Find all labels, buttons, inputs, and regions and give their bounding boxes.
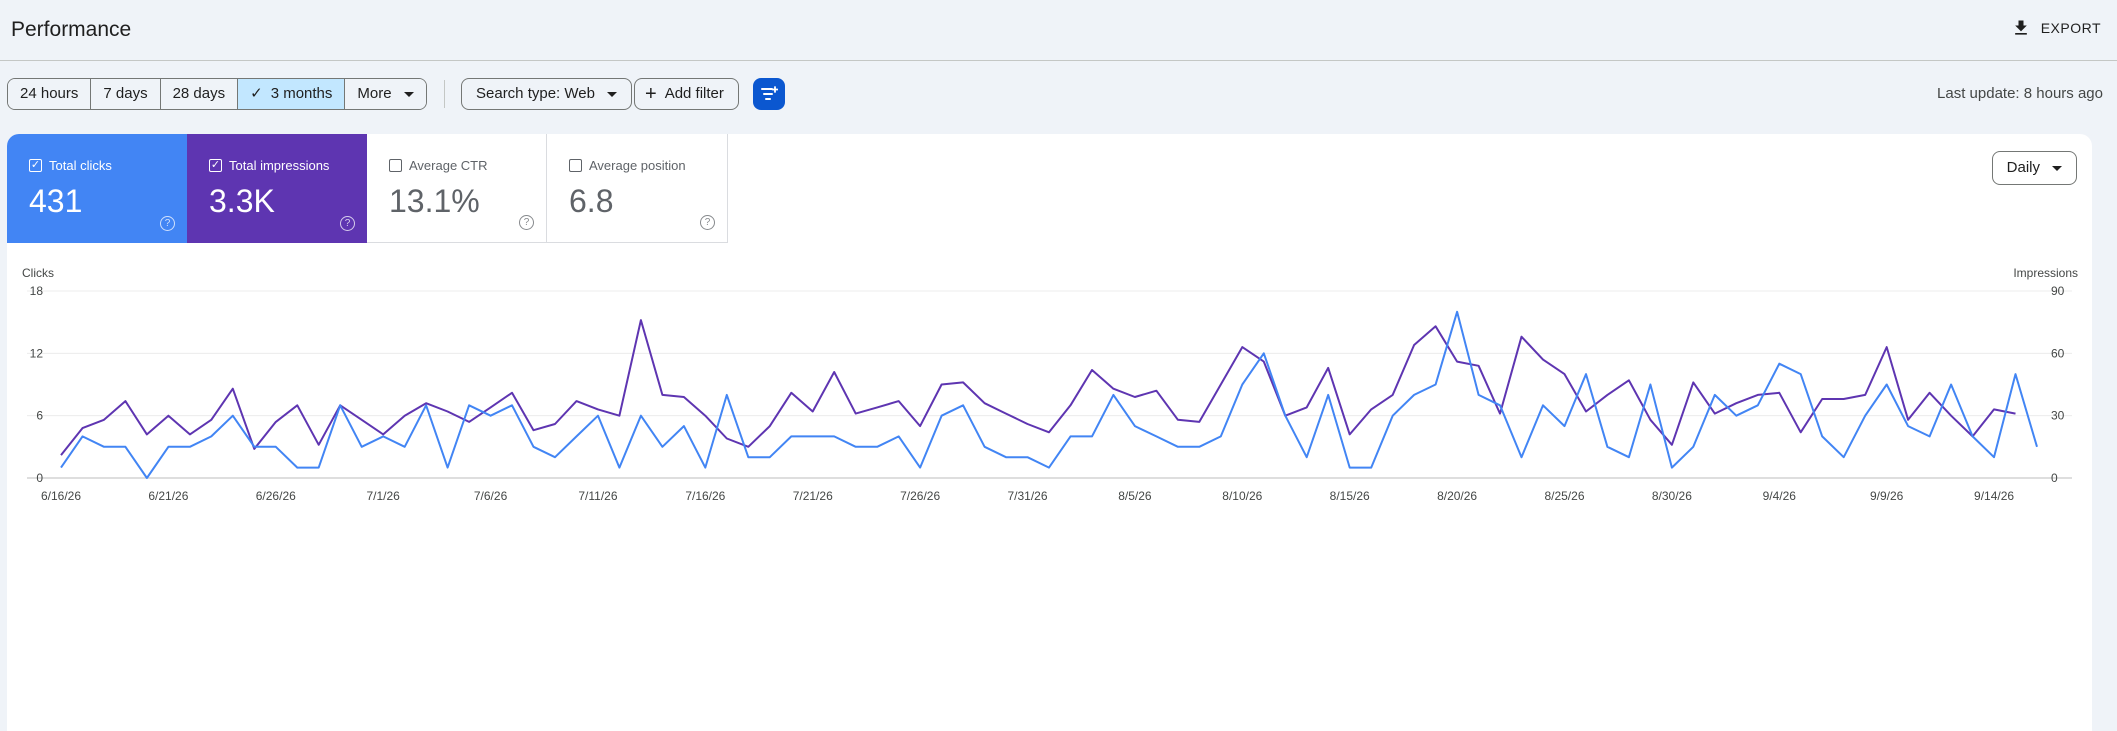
dropdown-arrow-icon xyxy=(403,91,414,97)
filter-list-icon xyxy=(761,86,778,100)
top-bar: Performance EXPORT xyxy=(0,0,2117,61)
checkbox-checked-icon[interactable]: ✓ xyxy=(209,159,222,172)
right-axis-title: Impressions xyxy=(2013,266,2078,280)
metric-average-position[interactable]: Average position 6.8 ? xyxy=(547,134,728,243)
x-axis-tick-label: 6/16/26 xyxy=(41,489,81,503)
metric-value: 3.3K xyxy=(209,183,275,219)
dropdown-arrow-icon xyxy=(2052,165,2062,171)
x-axis-tick-label: 7/21/26 xyxy=(793,489,833,503)
range-24-hours[interactable]: 24 hours xyxy=(8,79,92,109)
performance-card: ✓ Total clicks 431 ? ✓ Total impressions 3… xyxy=(7,134,2092,731)
check-icon: ✓ xyxy=(250,85,263,102)
series-line-clicks[interactable] xyxy=(60,310,2038,479)
granularity-dropdown[interactable]: Daily xyxy=(1991,151,2077,185)
metric-label: Average CTR xyxy=(409,158,488,173)
granularity-label: Daily xyxy=(2006,159,2040,176)
x-axis-tick-label: 8/30/26 xyxy=(1652,489,1692,503)
x-axis-tick-label: 6/21/26 xyxy=(148,489,188,503)
right-axis-tick-label: 30 xyxy=(2051,409,2065,423)
x-axis-tick-label: 7/6/26 xyxy=(474,489,508,503)
x-axis-tick-label: 9/9/26 xyxy=(1870,489,1904,503)
left-axis-tick-label: 6 xyxy=(36,409,43,423)
metric-value: 431 xyxy=(29,183,83,219)
search-type-label: Search type: Web xyxy=(476,85,595,102)
range-more-label: More xyxy=(357,85,392,102)
add-filter-button[interactable]: + Add filter xyxy=(634,78,739,110)
toolbar-divider xyxy=(444,80,445,108)
x-axis-tick-label: 6/26/26 xyxy=(256,489,296,503)
metric-total-clicks[interactable]: ✓ Total clicks 431 ? xyxy=(7,134,187,243)
left-axis-title: Clicks xyxy=(22,266,54,280)
filter-toolbar: 24 hours 7 days 28 days ✓ 3 months More S… xyxy=(7,78,2110,110)
export-button[interactable]: EXPORT xyxy=(2011,18,2101,38)
left-axis-tick-label: 18 xyxy=(30,284,44,298)
search-type-dropdown[interactable]: Search type: Web xyxy=(461,78,632,110)
metric-value: 13.1% xyxy=(389,183,480,219)
metric-label: Total clicks xyxy=(49,158,112,173)
metric-total-impressions[interactable]: ✓ Total impressions 3.3K ? xyxy=(187,134,367,243)
metric-label: Average position xyxy=(589,158,686,173)
performance-chart: Clicks Impressions 0 0 6 30 12 60 18 90 6/16/26… xyxy=(22,266,2078,503)
x-axis-tick-label: 8/5/26 xyxy=(1118,489,1152,503)
x-axis-tick-label: 7/31/26 xyxy=(1007,489,1047,503)
x-axis-tick-label: 7/11/26 xyxy=(578,489,617,503)
help-icon[interactable]: ? xyxy=(519,215,534,230)
left-axis-tick-label: 0 xyxy=(36,471,43,485)
filter-options-button[interactable] xyxy=(753,78,785,110)
last-update-text: Last update: 8 hours ago xyxy=(1937,85,2103,102)
download-icon xyxy=(2014,20,2027,35)
export-label: EXPORT xyxy=(2040,20,2101,36)
page-title: Performance xyxy=(11,18,132,41)
range-more-dropdown[interactable]: More xyxy=(345,79,426,109)
dropdown-arrow-icon xyxy=(606,91,617,97)
x-axis-tick-label: 8/10/26 xyxy=(1222,489,1262,503)
help-icon[interactable]: ? xyxy=(340,216,355,231)
metric-value: 6.8 xyxy=(569,183,614,219)
checkbox-unchecked-icon[interactable] xyxy=(389,159,402,172)
add-filter-label: Add filter xyxy=(664,85,724,102)
help-icon[interactable]: ? xyxy=(700,215,715,230)
right-axis-tick-label: 90 xyxy=(2051,284,2065,298)
help-icon[interactable]: ? xyxy=(160,216,175,231)
right-axis-tick-label: 0 xyxy=(2051,471,2058,485)
x-axis-tick-label: 9/4/26 xyxy=(1763,489,1797,503)
checkbox-unchecked-icon[interactable] xyxy=(569,159,582,172)
plus-icon: + xyxy=(645,83,657,105)
x-axis-tick-label: 7/16/26 xyxy=(685,489,725,503)
x-axis-tick-label: 7/1/26 xyxy=(366,489,400,503)
x-axis-tick-label: 8/15/26 xyxy=(1330,489,1370,503)
metric-average-ctr[interactable]: Average CTR 13.1% ? xyxy=(367,134,547,243)
x-axis-tick-label: 8/25/26 xyxy=(1544,489,1584,503)
range-7-days[interactable]: 7 days xyxy=(91,79,161,109)
range-28-days[interactable]: 28 days xyxy=(160,79,239,109)
x-axis-tick-label: 7/26/26 xyxy=(900,489,940,503)
checkbox-checked-icon[interactable]: ✓ xyxy=(29,159,42,172)
range-3-months-label: 3 months xyxy=(270,85,333,102)
x-axis-tick-label: 9/14/26 xyxy=(1974,489,2014,503)
left-axis-tick-label: 12 xyxy=(30,346,44,360)
metric-label: Total impressions xyxy=(229,158,330,173)
date-range-selector: 24 hours 7 days 28 days ✓ 3 months More xyxy=(7,78,427,110)
right-axis-tick-label: 60 xyxy=(2051,346,2065,360)
x-axis-tick-label: 8/20/26 xyxy=(1437,489,1477,503)
range-3-months[interactable]: ✓ 3 months xyxy=(238,79,346,109)
series-line-impressions[interactable] xyxy=(60,319,2016,456)
